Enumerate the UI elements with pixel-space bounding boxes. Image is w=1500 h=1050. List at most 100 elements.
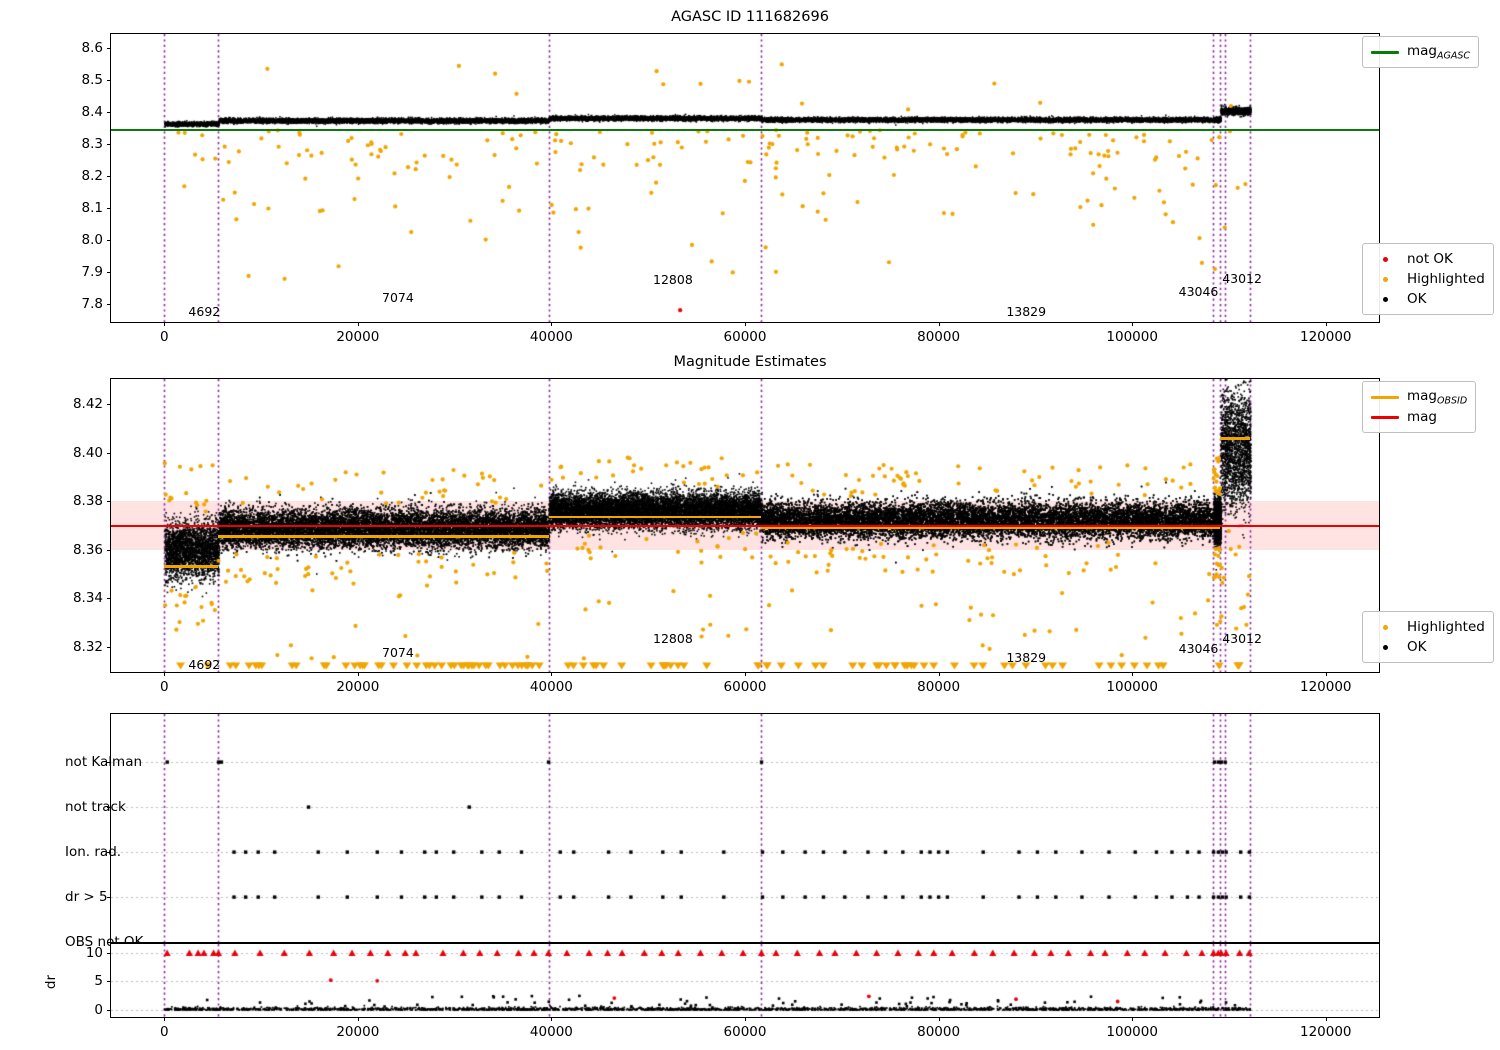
panel2-legend-points[interactable]: Highlighted OK [1362, 611, 1494, 663]
legend-line-swatch [1371, 415, 1399, 419]
legend-entry-label: not OK [1407, 251, 1453, 267]
panel-magnitude-vs-time[interactable] [110, 33, 1380, 323]
panel-magnitude-estimates[interactable] [110, 378, 1380, 673]
x-tick-mark [1325, 1017, 1327, 1021]
x-tick-label: 60000 [723, 679, 767, 695]
obsid-label: 43012 [1222, 630, 1262, 646]
x-tick-label: 0 [159, 679, 169, 695]
x-tick-label: 40000 [529, 679, 573, 695]
mag-obsid-segment [548, 515, 762, 519]
legend-entry-label: OK [1407, 291, 1427, 307]
y-tick-mark [107, 80, 111, 82]
panel2-title: Magnitude Estimates [673, 354, 827, 370]
legend-dot-swatch [1383, 256, 1388, 262]
legend-entry-label: magOBSID [1407, 387, 1468, 407]
y-tick-label: not Kalman [65, 754, 143, 770]
x-tick-mark [745, 1017, 746, 1021]
obsid-label: 43046 [1178, 283, 1219, 299]
y-tick-label: not track [65, 799, 126, 815]
panel-flags[interactable] [110, 713, 1380, 943]
x-tick-label: 60000 [723, 1024, 767, 1040]
y-tick-label: 8.34 [72, 590, 103, 607]
y-tick-label: 0 [94, 1002, 103, 1019]
obsid-label: 43012 [1222, 270, 1262, 286]
x-tick-label: 0 [159, 1024, 169, 1040]
legend-entry-label: mag [1407, 409, 1437, 425]
legend-entry-label: Highlighted [1407, 271, 1485, 287]
y-tick-label: dr > 5 [65, 889, 108, 905]
obsid-label: 4692 [188, 304, 221, 320]
obsid-label: 43046 [1178, 640, 1219, 656]
x-tick-label: 20000 [336, 679, 380, 695]
legend-entry: magOBSID [1371, 387, 1467, 407]
y-tick-mark [107, 272, 111, 274]
y-tick-label: 8.40 [72, 444, 103, 461]
legend-entry: not OK [1371, 249, 1485, 269]
x-tick-label: 60000 [723, 329, 767, 345]
y-tick-mark [107, 144, 111, 146]
y-tick-mark [107, 646, 111, 648]
y-tick-mark [107, 897, 111, 898]
panel-dr[interactable] [110, 943, 1380, 1018]
panel1-scatter-canvas [111, 34, 1379, 322]
x-tick-mark [164, 322, 166, 326]
x-tick-mark [1132, 1017, 1134, 1021]
x-tick-mark [745, 322, 746, 326]
obsid-label: 7074 [382, 290, 414, 305]
x-tick-label: 120000 [1299, 329, 1352, 345]
mag-line [111, 524, 1379, 527]
y-tick-mark [107, 1010, 111, 1012]
legend-entry-label: magAGASC [1407, 42, 1471, 62]
legend-dot-swatch [1383, 276, 1388, 282]
legend-line-swatch [1371, 50, 1399, 54]
legend-entry: OK [1371, 289, 1485, 309]
legend-entry-label: Highlighted [1407, 619, 1485, 635]
x-tick-mark [938, 322, 940, 326]
x-tick-label: 80000 [917, 329, 961, 345]
panel1-title: AGASC ID 111682696 [671, 9, 829, 25]
legend-dot-swatch [1383, 296, 1388, 302]
x-tick-mark [357, 672, 359, 676]
mag-obsid-segment [1220, 437, 1251, 440]
obsid-label: 4692 [188, 657, 221, 673]
x-tick-mark [357, 1017, 359, 1021]
x-tick-mark [164, 672, 166, 676]
x-tick-label: 80000 [917, 1024, 961, 1040]
y-tick-label: 5 [94, 973, 103, 990]
legend-entry: OK [1371, 637, 1485, 657]
x-tick-mark [164, 1017, 166, 1021]
y-tick-mark [107, 807, 111, 808]
y-tick-mark [107, 404, 111, 406]
x-tick-mark [1325, 322, 1327, 326]
x-tick-label: 120000 [1299, 679, 1352, 695]
y-tick-mark [107, 942, 111, 943]
legend-dot-swatch [1383, 624, 1388, 630]
x-tick-label: 20000 [336, 329, 380, 345]
legend-entry: mag [1371, 407, 1467, 427]
obsid-label: 13829 [1006, 304, 1047, 320]
y-tick-mark [107, 304, 111, 306]
y-tick-mark [107, 549, 111, 551]
legend-entry: magAGASC [1371, 42, 1470, 62]
x-tick-mark [1132, 672, 1134, 676]
legend-entry-label: OK [1407, 639, 1427, 655]
y-tick-mark [107, 452, 111, 454]
mag-obsid-segment [218, 535, 549, 538]
x-tick-label: 40000 [529, 329, 573, 345]
panel1-legend-magagasc[interactable]: magAGASC [1362, 36, 1480, 68]
y-tick-mark [107, 762, 111, 763]
y-tick-mark [107, 48, 111, 50]
x-tick-label: 20000 [336, 1024, 380, 1040]
dr-axis-label: dr [43, 974, 60, 990]
panel3-flags-canvas [111, 714, 1379, 942]
y-tick-label: 8.42 [72, 396, 103, 413]
y-tick-label: 8.3 [81, 136, 103, 153]
y-tick-label: 8.1 [81, 200, 103, 217]
y-tick-mark [107, 176, 111, 178]
y-tick-label: 8.36 [72, 541, 103, 558]
x-tick-mark [745, 672, 746, 676]
panel2-legend-lines[interactable]: magOBSID mag [1362, 381, 1477, 433]
panel1-legend-points[interactable]: not OK Highlighted OK [1362, 243, 1494, 315]
x-tick-label: 100000 [1106, 1024, 1158, 1040]
